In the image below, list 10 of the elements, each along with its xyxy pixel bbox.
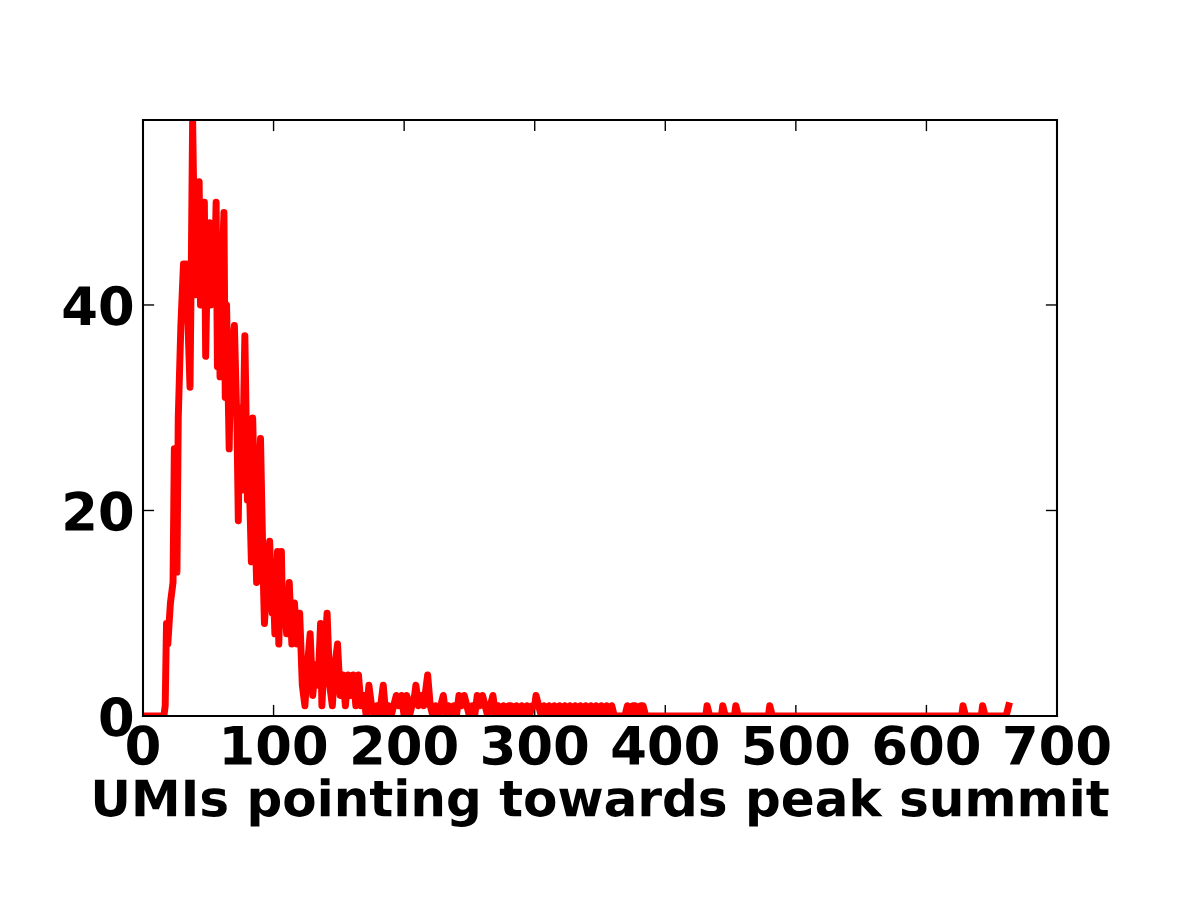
- x-tick-label: 100: [224, 725, 327, 766]
- y-tick-label: 20: [65, 491, 133, 532]
- x-tick-label: 700: [1005, 725, 1110, 766]
- x-tick-label: 300: [483, 725, 588, 766]
- x-tick-label: 200: [353, 725, 457, 766]
- x-axis-title: UMIs pointing towards peak summit: [94, 778, 1109, 827]
- x-tick-label: 400: [612, 725, 718, 766]
- x-tick-label: 500: [744, 725, 849, 766]
- x-tick-label: 600: [874, 725, 979, 766]
- y-tick-label: 40: [63, 285, 133, 326]
